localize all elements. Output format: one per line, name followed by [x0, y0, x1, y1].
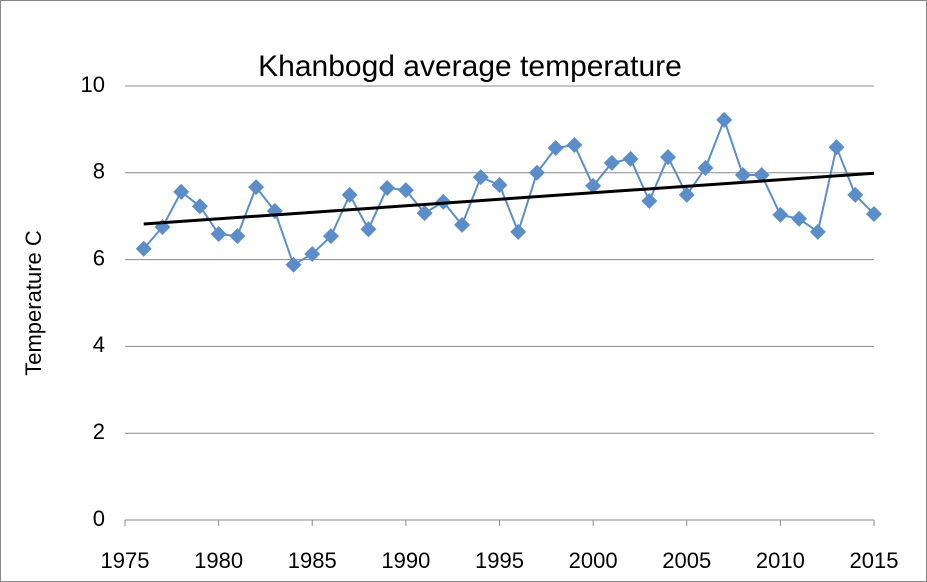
marker [285, 256, 302, 273]
marker [491, 176, 508, 193]
x-tick-label: 2000 [569, 548, 618, 573]
marker [772, 206, 789, 223]
marker [660, 149, 677, 166]
marker [734, 166, 751, 183]
marker [753, 166, 770, 183]
marker [397, 182, 414, 199]
marker [716, 111, 733, 128]
marker [248, 179, 265, 196]
marker [547, 140, 564, 157]
x-tick-label: 2015 [850, 548, 899, 573]
marker [847, 186, 864, 203]
marker [191, 198, 208, 215]
marker [173, 183, 190, 200]
marker [304, 245, 321, 262]
marker [360, 221, 377, 238]
y-tick-label: 8 [93, 159, 105, 184]
marker [528, 164, 545, 181]
marker [472, 169, 489, 186]
x-tick-label: 1995 [475, 548, 524, 573]
marker [341, 186, 358, 203]
y-tick-label: 6 [93, 245, 105, 270]
x-tick-label: 1985 [288, 548, 337, 573]
y-tick-label: 0 [93, 506, 105, 531]
y-tick-label: 2 [93, 419, 105, 444]
marker [210, 225, 227, 242]
marker [454, 216, 471, 233]
y-tick-label: 10 [81, 72, 105, 97]
marker [585, 177, 602, 194]
marker [697, 160, 714, 177]
x-tick-label: 1990 [381, 548, 430, 573]
marker [866, 206, 882, 223]
marker [641, 193, 658, 210]
x-tick-label: 2005 [662, 548, 711, 573]
marker [135, 240, 152, 257]
marker [791, 210, 808, 227]
marker [322, 228, 339, 245]
marker [622, 150, 639, 167]
marker [678, 186, 695, 203]
trendline [143, 171, 875, 226]
series-line [142, 116, 875, 267]
y-axis-label: Temperature C [21, 230, 46, 376]
marker [379, 179, 396, 196]
marker [828, 139, 845, 156]
marker [229, 228, 246, 245]
x-tick-label: 2010 [756, 548, 805, 573]
x-tick-label: 1980 [194, 548, 243, 573]
x-tick-label: 1975 [101, 548, 150, 573]
marker [566, 137, 583, 154]
marker [603, 154, 620, 171]
marker [809, 223, 826, 240]
chart-title: Khanbogd average temperature [258, 50, 682, 83]
y-tick-label: 4 [93, 332, 105, 357]
marker [416, 205, 433, 222]
marker [510, 223, 527, 240]
